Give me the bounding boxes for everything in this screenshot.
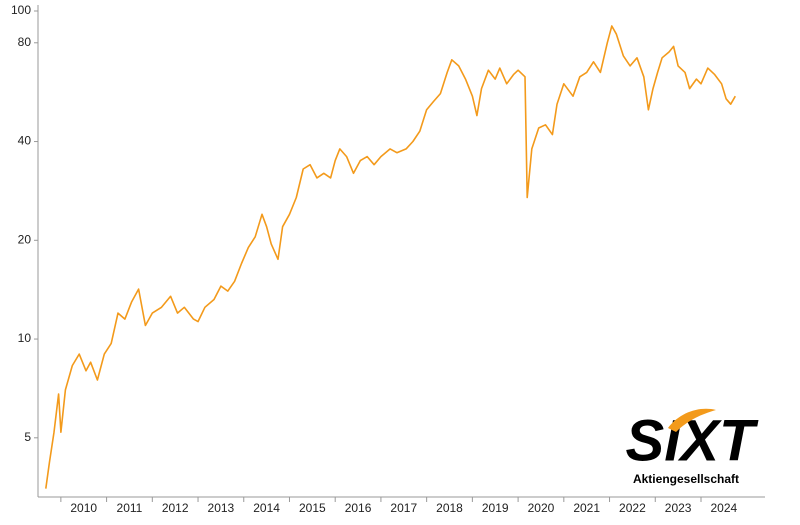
x-tick-label: 2012 bbox=[162, 501, 189, 515]
y-tick-label: 80 bbox=[18, 35, 32, 49]
y-tick-label: 100 bbox=[11, 3, 31, 17]
x-tick-label: 2015 bbox=[299, 501, 326, 515]
y-tick-label: 5 bbox=[24, 430, 31, 444]
x-tick-label: 2024 bbox=[710, 501, 737, 515]
x-tick-label: 2018 bbox=[436, 501, 463, 515]
y-tick-label: 20 bbox=[18, 232, 32, 246]
logo: SIXT Aktiengesellschaft bbox=[608, 404, 770, 490]
logo-swoosh bbox=[668, 408, 716, 432]
x-tick-label: 2019 bbox=[482, 501, 509, 515]
x-tick-label: 2016 bbox=[345, 501, 372, 515]
x-tick-label: 2014 bbox=[253, 501, 280, 515]
x-tick-label: 2023 bbox=[665, 501, 692, 515]
x-tick-label: 2013 bbox=[208, 501, 235, 515]
y-tick-label: 40 bbox=[18, 134, 32, 148]
price-line bbox=[45, 25, 736, 489]
x-tick-label: 2022 bbox=[619, 501, 646, 515]
x-tick-label: 2021 bbox=[573, 501, 600, 515]
x-tick-label: 2010 bbox=[70, 501, 97, 515]
y-tick-label: 10 bbox=[18, 331, 32, 345]
x-tick-label: 2020 bbox=[528, 501, 555, 515]
x-tick-label: 2017 bbox=[390, 501, 417, 515]
logo-subtitle: Aktiengesellschaft bbox=[633, 472, 739, 486]
x-tick-label: 2011 bbox=[117, 501, 143, 515]
